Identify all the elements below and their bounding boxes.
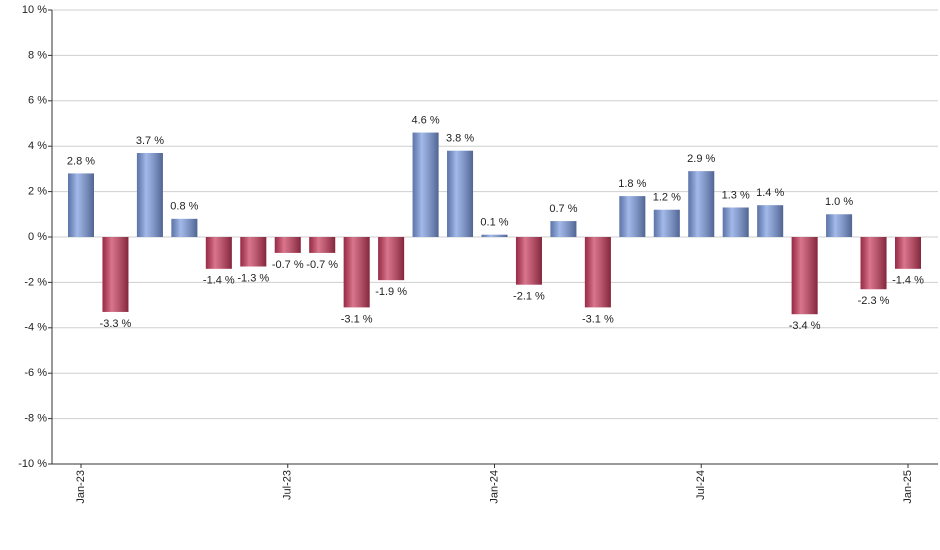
y-tick-label: 4 % <box>28 140 47 152</box>
x-tick-label: Jan-24 <box>488 470 500 504</box>
bar-shading <box>688 171 715 237</box>
bar-shading <box>550 221 577 237</box>
bar-shading <box>171 218 198 237</box>
bar-shading <box>378 237 405 281</box>
bar-shading <box>584 237 611 308</box>
bar-shading <box>895 237 921 269</box>
value-label: 1.0 % <box>825 196 853 208</box>
bar-shading <box>722 207 749 237</box>
bar-shading <box>515 237 542 285</box>
bar-shading <box>240 237 267 267</box>
value-label: -3.3 % <box>100 318 132 330</box>
value-label: 1.3 % <box>722 189 750 201</box>
value-label: -0.7 % <box>306 259 338 271</box>
y-tick-label: -2 % <box>24 276 47 288</box>
value-label: -3.4 % <box>789 320 821 332</box>
value-label: -1.4 % <box>203 275 235 287</box>
value-label: -2.3 % <box>858 295 890 307</box>
value-label: -0.7 % <box>272 259 304 271</box>
value-label: 3.8 % <box>446 133 474 145</box>
value-label: 2.8 % <box>67 155 95 167</box>
y-tick-label: 0 % <box>28 231 47 243</box>
y-tick-label: 2 % <box>28 186 47 198</box>
y-tick-label: -4 % <box>24 322 47 334</box>
value-label: 0.1 % <box>480 217 508 229</box>
bar-shading <box>343 237 370 308</box>
bar-shading <box>757 205 784 237</box>
value-label: 0.8 % <box>170 201 198 213</box>
y-tick-label: -10 % <box>18 458 47 470</box>
value-label: 1.2 % <box>653 192 681 204</box>
value-label: 3.7 % <box>136 135 164 147</box>
bar-shading <box>826 214 853 237</box>
bar-shading <box>68 173 94 237</box>
x-tick-label: Jan-25 <box>902 470 914 504</box>
value-label: -1.3 % <box>237 272 269 284</box>
bar-shading <box>447 150 474 237</box>
value-label: -3.1 % <box>582 313 614 325</box>
value-label: -3.1 % <box>341 313 373 325</box>
value-label: 0.7 % <box>549 203 577 215</box>
value-label: -2.1 % <box>513 291 545 303</box>
y-tick-label: -6 % <box>24 367 47 379</box>
bar-shading <box>860 237 887 290</box>
value-label: 4.6 % <box>412 114 440 126</box>
value-label: -1.9 % <box>375 286 407 298</box>
bar-shading <box>481 234 508 237</box>
bar-shading <box>309 237 336 253</box>
value-label: 1.8 % <box>618 178 646 190</box>
y-tick-label: 6 % <box>28 95 47 107</box>
y-tick-label: -8 % <box>24 413 47 425</box>
x-tick-label: Jul-24 <box>695 470 707 500</box>
x-tick-label: Jul-23 <box>282 470 294 500</box>
bar-shading <box>205 237 232 269</box>
bar-shading <box>791 237 818 315</box>
bar-shading <box>136 153 163 237</box>
y-tick-label: 10 % <box>22 4 47 16</box>
bar-shading <box>274 237 301 253</box>
bar-shading <box>412 132 439 237</box>
x-tick-label: Jan-23 <box>75 470 87 504</box>
bar-shading <box>653 209 680 237</box>
bar-shading <box>619 196 646 237</box>
y-tick-label: 8 % <box>28 49 47 61</box>
value-label: 2.9 % <box>687 153 715 165</box>
bar-shading <box>102 237 129 312</box>
value-label: -1.4 % <box>892 275 924 287</box>
value-label: 1.4 % <box>756 187 784 199</box>
